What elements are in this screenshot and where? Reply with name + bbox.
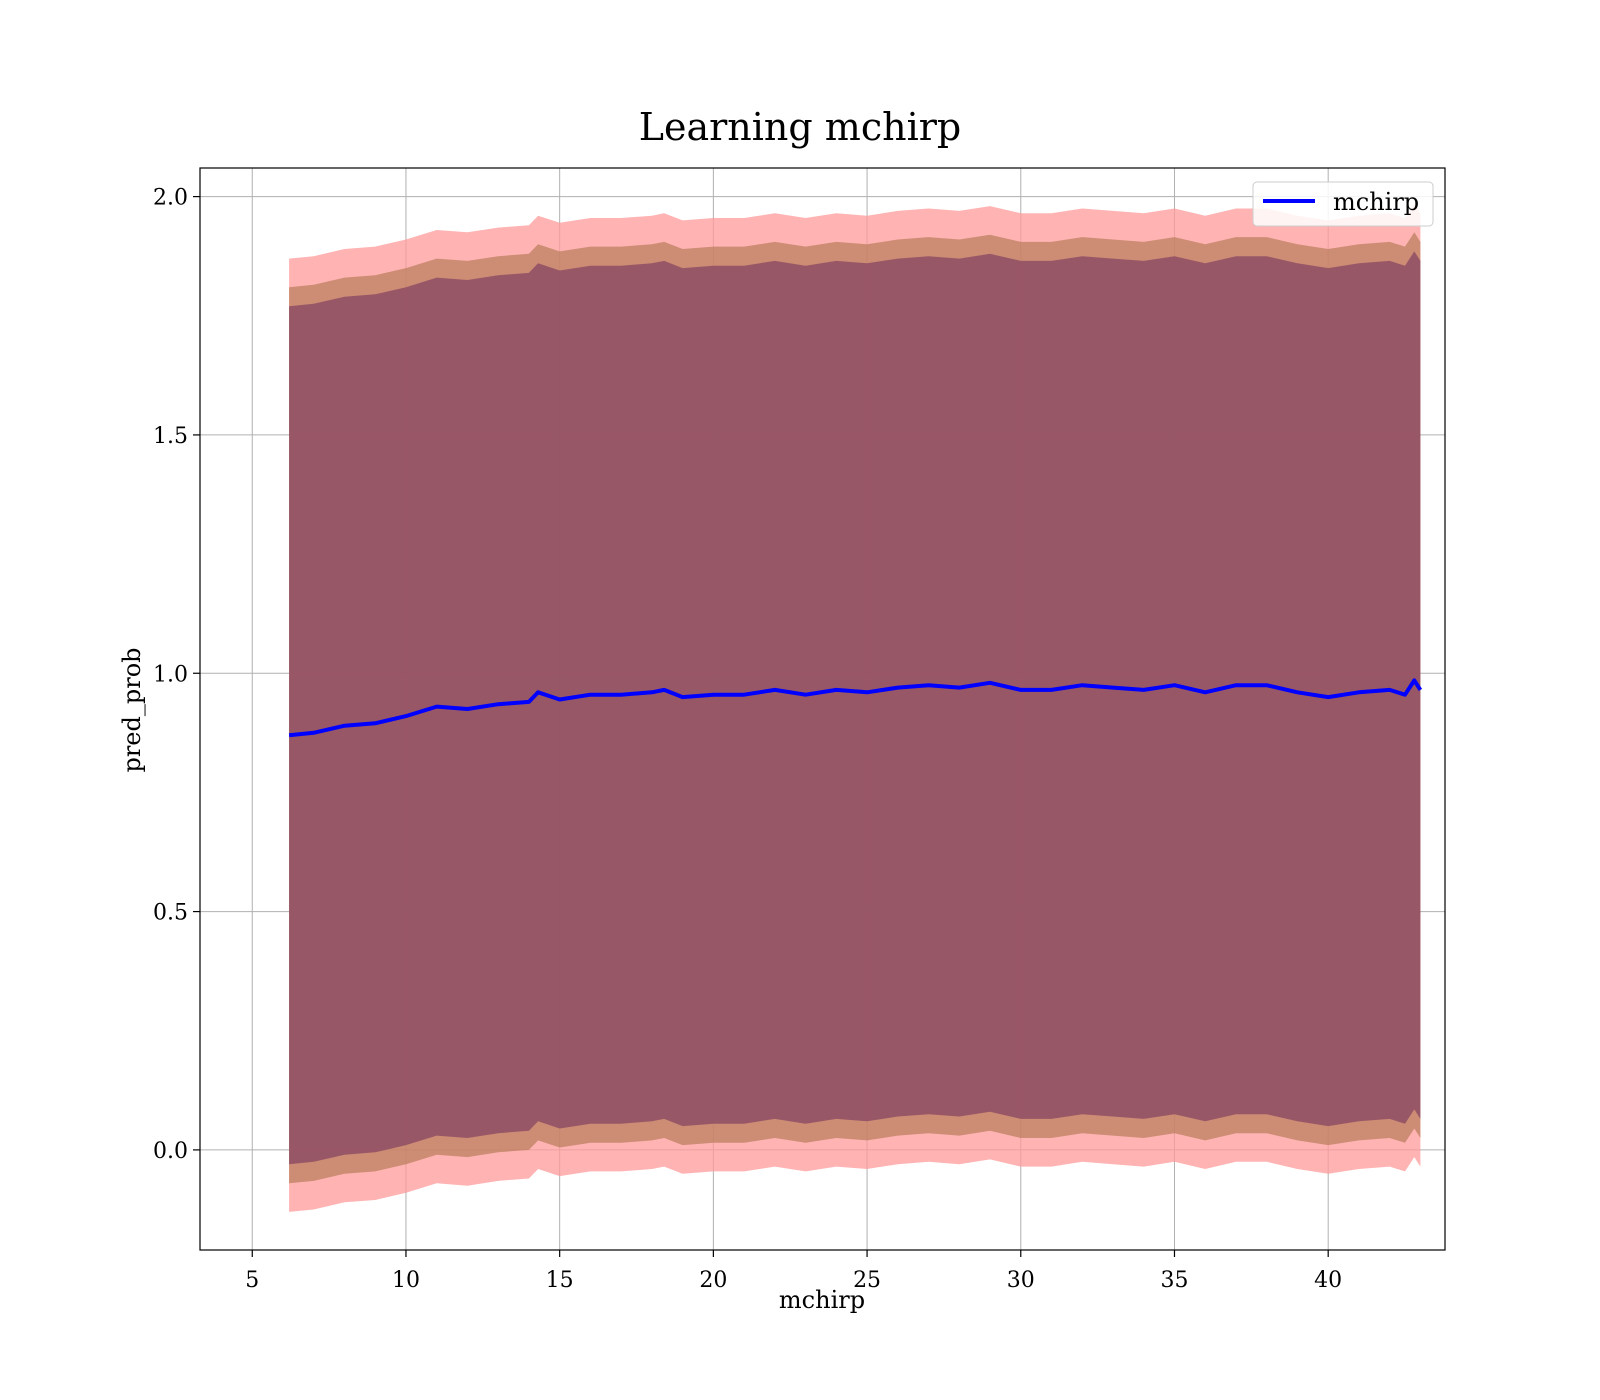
y-tick-label: 0.0 [153, 1139, 188, 1164]
series-line-mchirp [288, 678, 1423, 738]
chart-title: Learning mchirp [639, 105, 961, 149]
series-lines [288, 678, 1423, 738]
axis-ticks: 5 10 15 20 25 30 35 40 0.0 0.5 1.0 1.5 2.0 [153, 186, 1342, 1293]
x-tick-label: 20 [699, 1268, 727, 1293]
y-axis-label: pred_prob [118, 647, 146, 772]
x-tick-label: 40 [1314, 1268, 1342, 1293]
x-tick-label: 25 [853, 1268, 881, 1293]
uncertainty-bands [289, 203, 1421, 1212]
legend: mchirp [1252, 181, 1434, 227]
y-tick-label: 0.5 [153, 901, 188, 926]
x-tick-label: 5 [245, 1268, 259, 1293]
plot-frame [199, 167, 1446, 1251]
x-axis-label: mchirp [779, 1286, 865, 1314]
band-inner [289, 251, 1421, 1165]
legend-box [1252, 181, 1434, 227]
x-tick-label: 10 [392, 1268, 420, 1293]
y-tick-label: 1.0 [153, 662, 188, 687]
y-tick-label: 1.5 [153, 424, 188, 449]
x-tick-label: 35 [1160, 1268, 1188, 1293]
y-tick-label: 2.0 [153, 186, 188, 211]
x-tick-label: 30 [1007, 1268, 1035, 1293]
legend-label: mchirp [1333, 188, 1419, 216]
x-tick-label: 15 [546, 1268, 574, 1293]
